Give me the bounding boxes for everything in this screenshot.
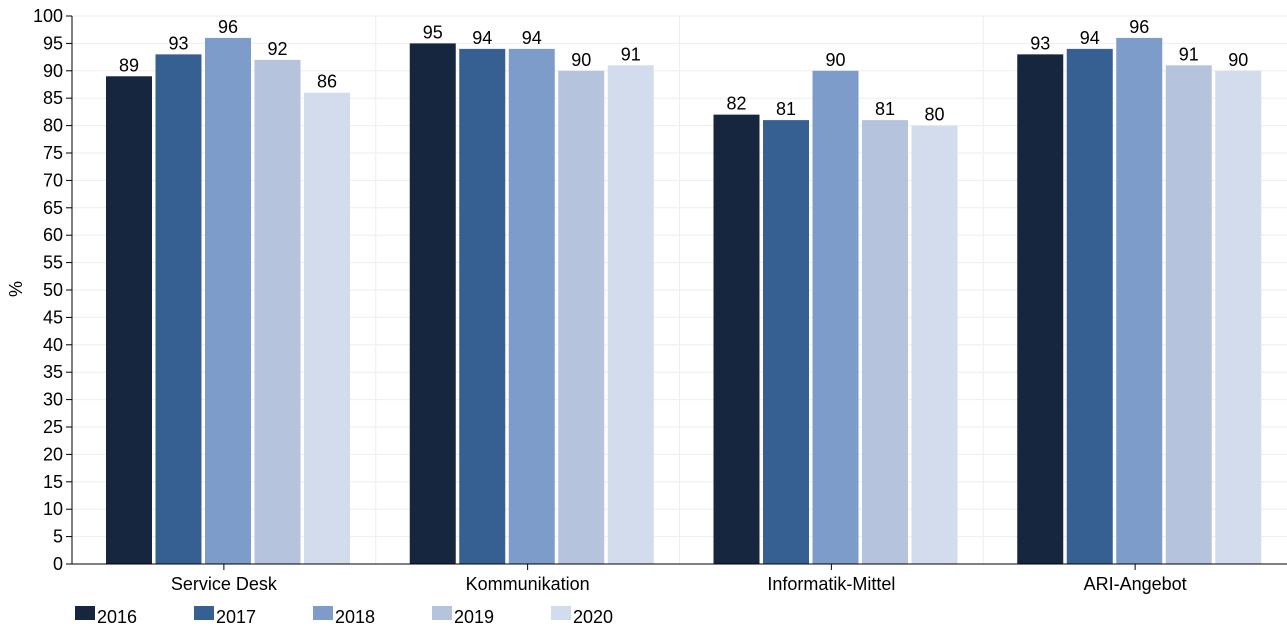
data-label: 95 <box>423 22 443 42</box>
bars-layer: 89 93 96 92 86 95 94 94 90 91 82 81 90 81 80 93 94 96 91 90 <box>106 17 1262 565</box>
data-label: 94 <box>522 28 542 48</box>
y-tick-label: 15 <box>43 472 63 492</box>
data-label: 81 <box>776 99 796 119</box>
data-label: 86 <box>317 72 337 92</box>
x-category-label: Service Desk <box>171 574 278 594</box>
axis-layer: 0 5 10 15 20 25 30 35 40 45 50 55 60 65 70 75 80 85 90 95 10… <box>33 6 1287 594</box>
y-tick-label: 0 <box>53 554 63 574</box>
y-tick-label: 10 <box>43 499 63 519</box>
bar <box>1215 70 1262 565</box>
data-label: 89 <box>119 55 139 75</box>
legend-label: 2018 <box>335 607 375 627</box>
bar <box>459 48 506 564</box>
data-label: 96 <box>1129 17 1149 37</box>
bar <box>713 114 760 564</box>
bar <box>409 43 456 564</box>
data-label: 90 <box>571 50 591 70</box>
y-tick-label: 40 <box>43 335 63 355</box>
y-tick-label: 75 <box>43 143 63 163</box>
data-label: 92 <box>267 39 287 59</box>
y-tick-label: 55 <box>43 253 63 273</box>
data-label: 93 <box>1030 33 1050 53</box>
y-tick-label: 60 <box>43 225 63 245</box>
y-tick-label: 50 <box>43 280 63 300</box>
data-label: 94 <box>472 28 492 48</box>
y-tick-label: 25 <box>43 417 63 437</box>
bar <box>911 125 958 564</box>
bar <box>205 37 251 565</box>
legend-swatch <box>194 606 214 620</box>
legend-swatch <box>432 606 452 620</box>
data-label: 80 <box>924 105 944 125</box>
legend-swatch <box>313 606 333 620</box>
bar <box>1066 48 1113 564</box>
legend-label: 2019 <box>454 607 494 627</box>
x-category-label: ARI-Angebot <box>1084 574 1187 594</box>
data-label: 93 <box>168 33 188 53</box>
y-tick-label: 90 <box>43 61 63 81</box>
y-tick-label: 35 <box>43 362 63 382</box>
data-label: 90 <box>1228 50 1248 70</box>
bar <box>508 48 555 564</box>
bar <box>106 76 152 564</box>
legend-swatch <box>75 606 95 620</box>
data-label: 96 <box>218 17 238 37</box>
y-tick-label: 80 <box>43 116 63 136</box>
legend-label: 2016 <box>97 607 137 627</box>
bar <box>763 120 809 565</box>
y-tick-label: 65 <box>43 198 63 218</box>
y-tick-label: 20 <box>43 444 63 464</box>
y-tick-label: 70 <box>43 170 63 190</box>
data-label: 91 <box>621 44 641 64</box>
legend-label: 2017 <box>216 607 256 627</box>
y-tick-label: 5 <box>53 527 63 547</box>
data-label: 81 <box>875 99 895 119</box>
bar <box>254 59 301 565</box>
bar <box>304 92 350 564</box>
bar <box>1165 65 1212 564</box>
bar <box>812 70 859 565</box>
legend: 2016 2017 2018 2019 2020 <box>75 606 613 627</box>
y-axis-title: % <box>6 281 26 297</box>
bar <box>607 65 654 564</box>
data-label: 82 <box>726 94 746 114</box>
bar <box>1116 37 1163 565</box>
data-label: 91 <box>1179 44 1199 64</box>
data-label: 90 <box>825 50 845 70</box>
y-tick-label: 85 <box>43 88 63 108</box>
legend-swatch <box>551 606 571 620</box>
y-tick-label: 45 <box>43 307 63 327</box>
x-category-label: Kommunikation <box>466 574 590 594</box>
data-label: 94 <box>1080 28 1100 48</box>
y-tick-label: 30 <box>43 390 63 410</box>
bar <box>558 70 605 565</box>
bar <box>1017 54 1064 565</box>
legend-label: 2020 <box>573 607 613 627</box>
y-tick-label: 95 <box>43 33 63 53</box>
bar <box>155 54 202 565</box>
bar <box>862 120 908 565</box>
y-tick-label: 100 <box>33 6 63 26</box>
x-category-label: Informatik-Mittel <box>767 574 895 594</box>
